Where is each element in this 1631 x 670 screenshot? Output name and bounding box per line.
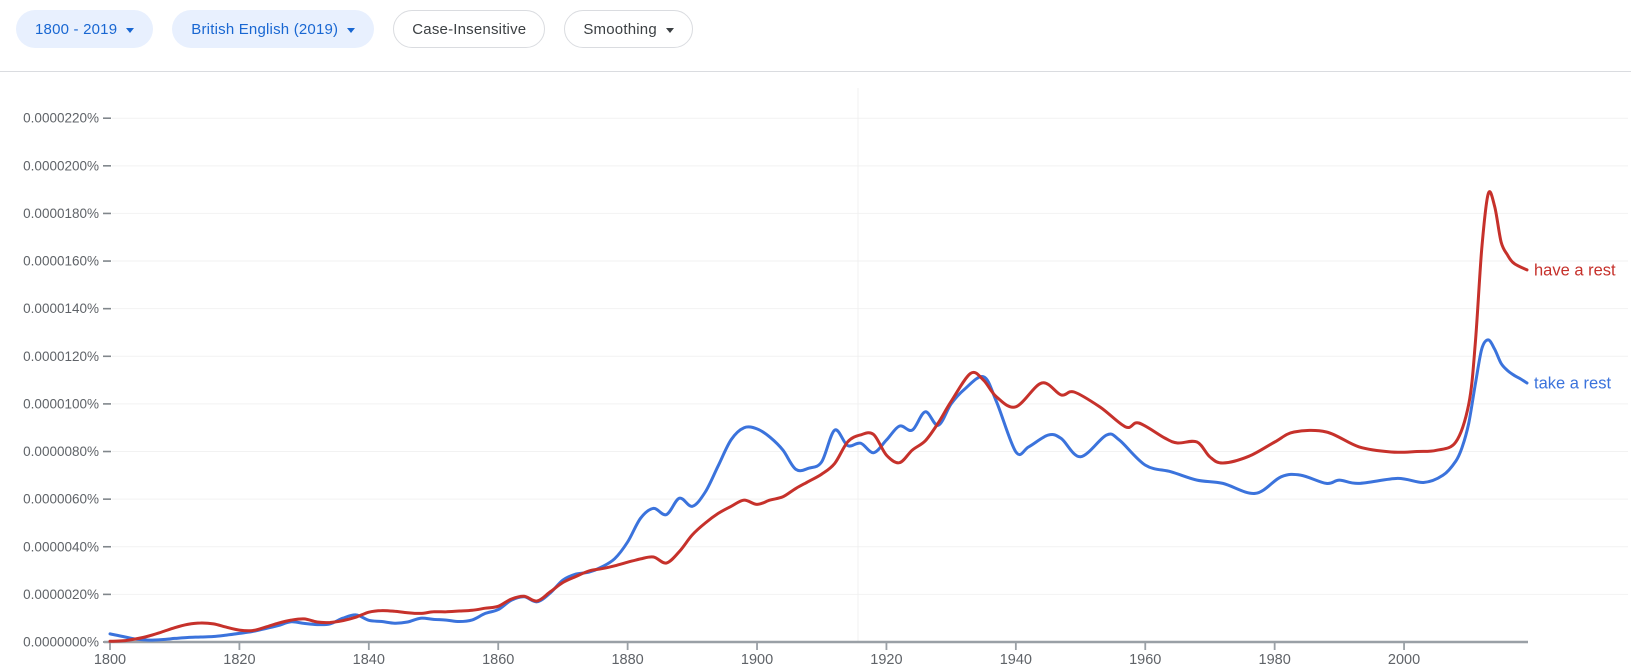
series-line-take-a-rest[interactable] [108,338,1529,642]
y-tick-label: 0.0000000% [23,635,99,650]
x-tick-label: 1820 [223,652,255,668]
case-insensitive-chip[interactable]: Case-Insensitive [393,10,546,48]
series-label-take-a-rest[interactable]: take a rest [1534,374,1611,392]
y-tick-label: 0.0000140% [23,301,99,316]
chevron-down-icon [347,27,356,33]
x-tick-label: 1800 [94,652,126,668]
ngram-chart: 0.0000000% 0.0000020% 0.0000040% 0.0000060%… [23,88,1628,668]
x-tick-label: 1900 [741,652,773,668]
x-tick-label: 1840 [353,652,385,668]
case-insensitive-label: Case-Insensitive [412,20,527,38]
chevron-down-icon [665,27,674,33]
x-tick-label: 1920 [870,652,902,668]
y-tick-label: 0.0000160% [23,254,99,269]
query-option-chips: 1800 - 2019 British English (2019) Case-… [16,10,693,48]
y-tick-label: 0.0000080% [23,444,99,459]
series-line-have-a-rest[interactable] [108,190,1529,643]
y-tick-label: 0.0000220% [23,111,99,126]
series-label-have-a-rest[interactable]: have a rest [1534,261,1616,279]
corpus-chip[interactable]: British English (2019) [172,10,375,48]
x-tick-label: 1940 [1000,652,1032,668]
x-tick-label: 2000 [1388,652,1420,668]
x-tick-label: 1980 [1259,652,1291,668]
y-tick-label: 0.0000200% [23,158,99,173]
toolbar: 1800 - 2019 British English (2019) Case-… [0,0,1631,72]
chevron-down-icon [126,27,135,33]
y-tick-label: 0.0000060% [23,492,99,507]
date-range-chip[interactable]: 1800 - 2019 [16,10,154,48]
x-tick-label: 1860 [482,652,514,668]
y-tick-label: 0.0000020% [23,587,99,602]
y-tick-label: 0.0000040% [23,539,99,554]
smoothing-label: Smoothing [583,20,657,38]
x-tick-label: 1880 [611,652,643,668]
y-tick-label: 0.0000100% [23,396,99,411]
date-range-label: 1800 - 2019 [35,20,118,38]
y-tick-label: 0.0000180% [23,206,99,221]
y-tick-label: 0.0000120% [23,349,99,364]
corpus-label: British English (2019) [191,20,339,38]
x-tick-label: 1960 [1129,652,1161,668]
smoothing-chip[interactable]: Smoothing [564,10,693,48]
